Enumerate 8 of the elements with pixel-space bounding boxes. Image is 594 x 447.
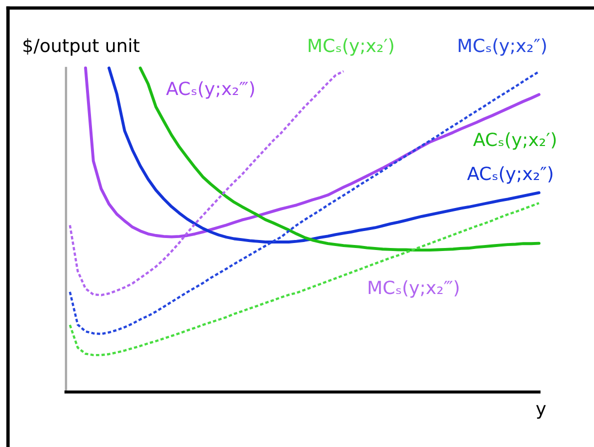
text: MCₛ(y;x₂‴): [368, 280, 459, 298]
text: ACₛ(y;x₂′): [473, 132, 556, 150]
y-axis-title: $/output unit: [24, 38, 140, 56]
series-label: MCₛ(y;x₂″): [458, 38, 546, 56]
text: ACₛ(y;x₂‴): [166, 81, 254, 99]
x-axis-title: y: [536, 405, 546, 419]
series-label: ACₛ(y;x₂″): [467, 166, 552, 184]
text: MCₛ(y;x₂′): [308, 38, 394, 56]
